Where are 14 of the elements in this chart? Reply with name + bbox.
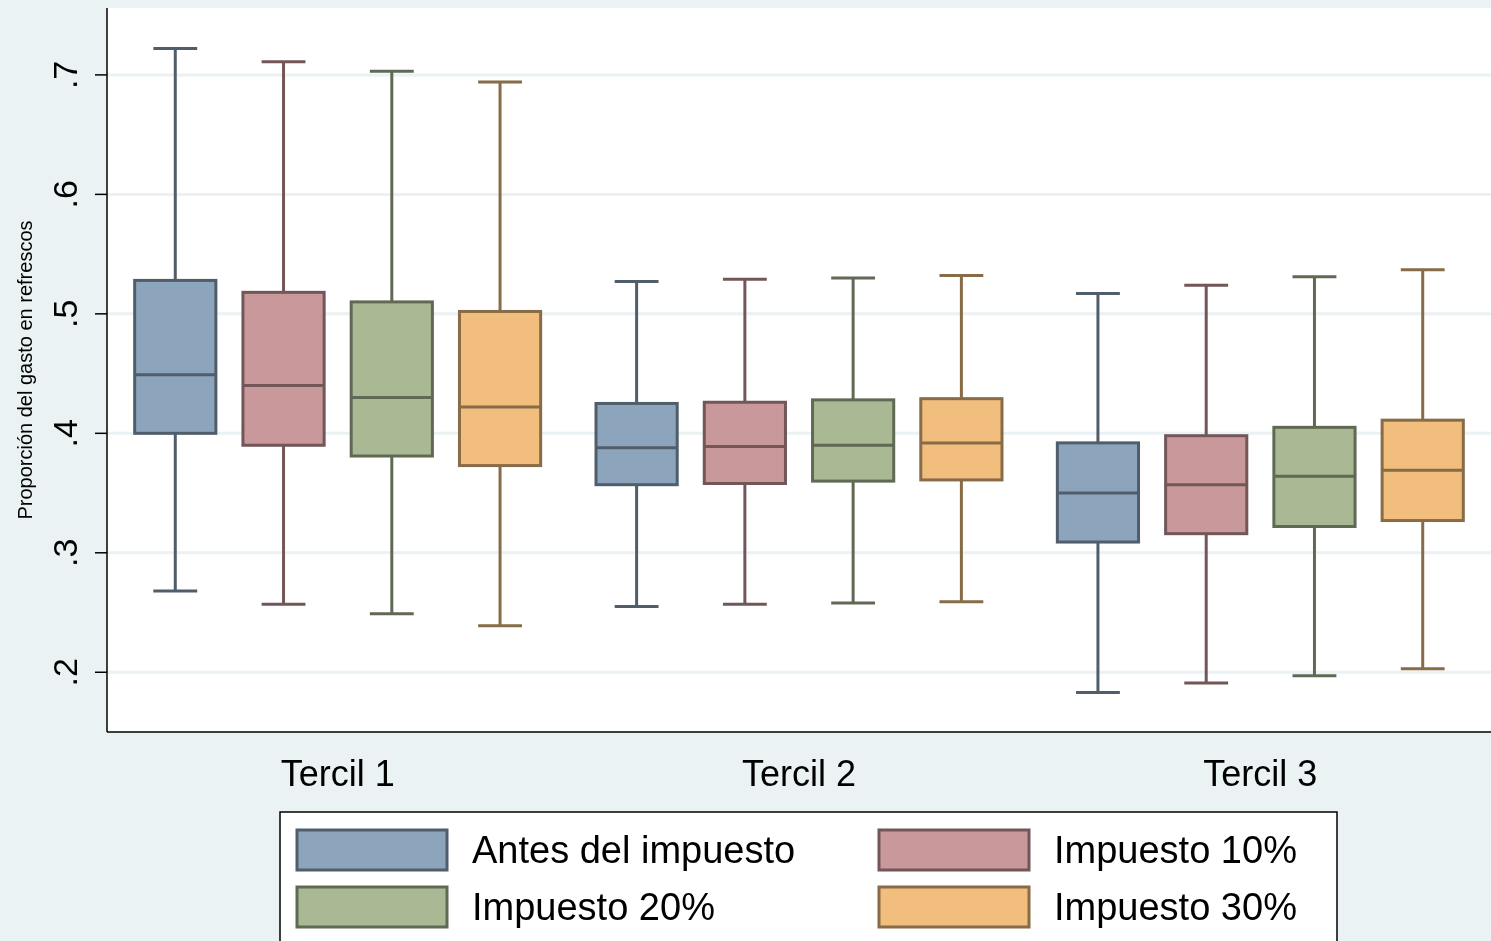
legend-label: Antes del impuesto [472, 829, 796, 871]
x-tick-label: Tercil 2 [741, 753, 857, 794]
legend-label: Impuesto 30% [1054, 886, 1297, 928]
x-tick-label: Tercil 1 [280, 753, 395, 794]
y-tick-label: .5 [46, 299, 84, 329]
y-tick-label: .3 [46, 538, 84, 567]
y-tick-label: .6 [46, 180, 84, 209]
y-tick-label: .7 [46, 60, 84, 90]
legend-label: Impuesto 20% [472, 886, 715, 928]
y-tick-label: .4 [46, 419, 84, 448]
y-axis-title: Proporción del gasto en refrescos [14, 220, 36, 520]
legend-label: Impuesto 10% [1054, 829, 1297, 871]
y-tick-label: .2 [46, 658, 84, 687]
x-tick-label: Tercil 3 [1203, 753, 1318, 794]
